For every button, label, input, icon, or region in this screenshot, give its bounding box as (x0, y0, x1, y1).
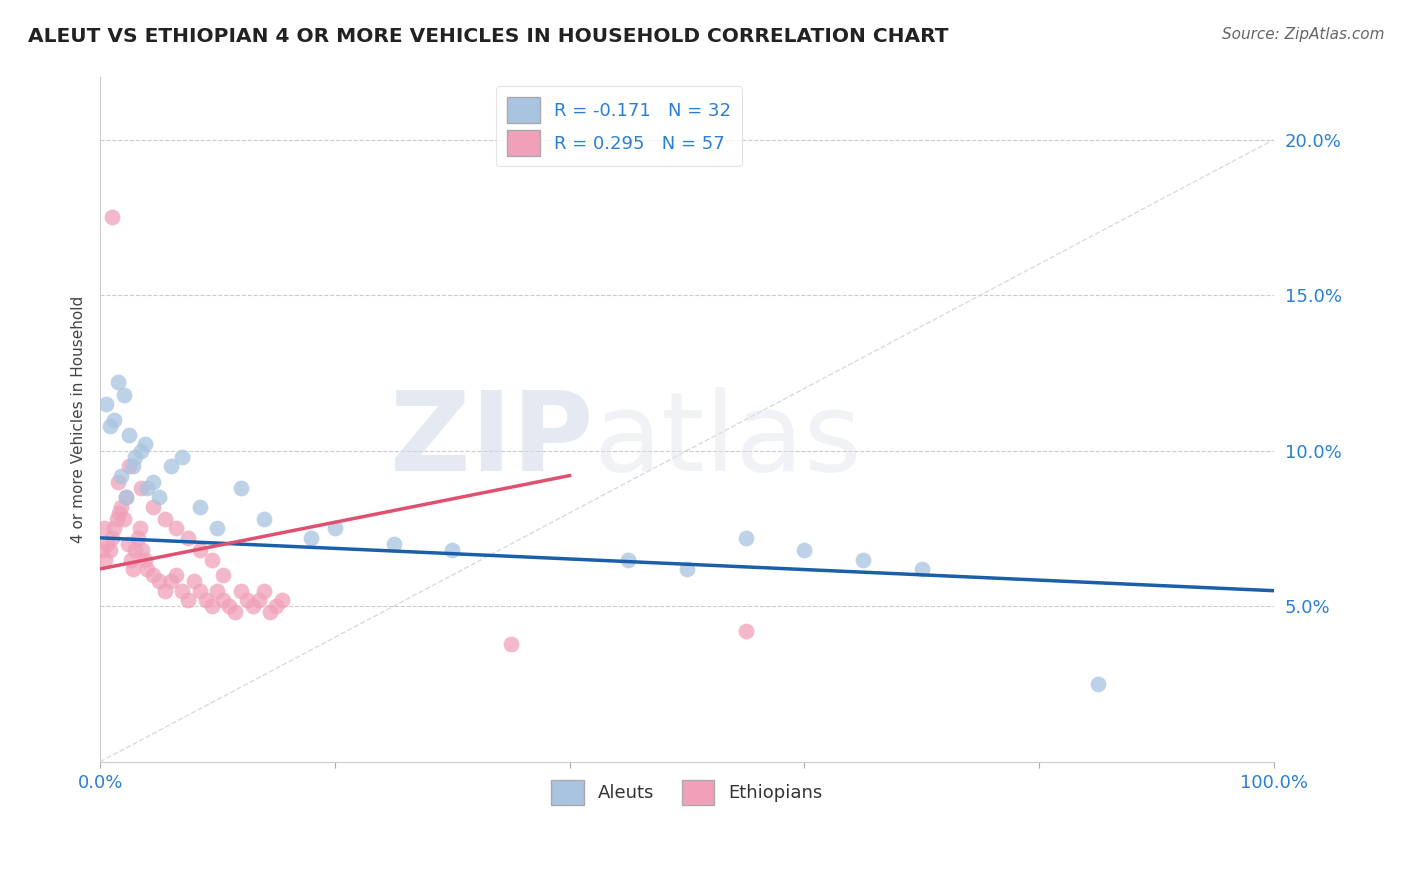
Point (153, 583, 176, 598)
Point (299, 531, 322, 545)
Point (172, 450, 194, 464)
Point (98, 543, 121, 558)
Point (236, 593, 259, 607)
Point (177, 593, 200, 607)
Point (118, 459, 141, 474)
Point (101, 531, 124, 545)
Point (793, 543, 815, 558)
Text: ZIP: ZIP (389, 386, 593, 493)
Text: atlas: atlas (593, 386, 862, 493)
Point (129, 481, 152, 495)
Point (118, 428, 141, 442)
Text: Source: ZipAtlas.com: Source: ZipAtlas.com (1222, 27, 1385, 42)
Point (229, 583, 252, 598)
Point (1087, 677, 1109, 691)
Point (136, 562, 159, 576)
Point (96, 537, 118, 551)
Text: ALEUT VS ETHIOPIAN 4 OR MORE VEHICLES IN HOUSEHOLD CORRELATION CHART: ALEUT VS ETHIOPIAN 4 OR MORE VEHICLES IN… (28, 27, 949, 45)
Point (148, 491, 170, 505)
Point (172, 583, 194, 598)
Point (129, 443, 152, 458)
Point (734, 531, 756, 545)
Point (194, 593, 217, 607)
Point (264, 599, 287, 614)
Point (115, 491, 138, 505)
Point (129, 521, 152, 535)
Point (134, 437, 156, 451)
Point (499, 636, 522, 650)
Point (224, 606, 246, 620)
Point (101, 211, 124, 225)
Point (127, 531, 149, 545)
Point (110, 500, 132, 514)
Point (112, 512, 135, 526)
Point (207, 521, 229, 535)
Point (103, 521, 125, 535)
Point (131, 543, 153, 558)
Point (103, 412, 125, 426)
Point (159, 459, 181, 474)
Point (165, 521, 187, 535)
Point (253, 583, 276, 598)
Point (676, 562, 699, 576)
Point (617, 552, 640, 566)
Point (112, 388, 135, 402)
Point (136, 481, 159, 495)
Point (242, 599, 264, 614)
Point (177, 531, 200, 545)
Point (188, 543, 211, 558)
Y-axis label: 4 or more Vehicles in Household: 4 or more Vehicles in Household (72, 296, 86, 543)
Point (124, 543, 146, 558)
Point (253, 512, 276, 526)
Point (229, 481, 252, 495)
Point (441, 543, 464, 558)
Point (107, 376, 129, 390)
Point (734, 624, 756, 639)
Point (94, 552, 117, 566)
Point (382, 537, 405, 551)
Point (259, 606, 281, 620)
Point (93, 521, 115, 535)
Point (207, 583, 229, 598)
Point (122, 562, 145, 576)
Point (201, 552, 224, 566)
Point (142, 568, 165, 582)
Point (107, 475, 129, 489)
Legend: Aleuts, Ethiopians: Aleuts, Ethiopians (543, 771, 832, 814)
Point (201, 599, 224, 614)
Point (105, 512, 128, 526)
Point (852, 552, 875, 566)
Point (142, 475, 165, 489)
Point (110, 468, 132, 483)
Point (120, 552, 142, 566)
Point (117, 537, 139, 551)
Point (115, 491, 138, 505)
Point (142, 500, 165, 514)
Point (271, 593, 294, 607)
Point (134, 552, 156, 566)
Point (108, 506, 131, 520)
Point (218, 599, 240, 614)
Point (165, 568, 187, 582)
Point (188, 583, 211, 598)
Point (98, 418, 121, 433)
Point (122, 459, 145, 474)
Point (323, 521, 346, 535)
Point (91, 543, 114, 558)
Point (212, 593, 235, 607)
Point (148, 574, 170, 589)
Point (183, 574, 205, 589)
Point (910, 562, 932, 576)
Point (159, 574, 181, 589)
Point (188, 500, 211, 514)
Point (212, 568, 235, 582)
Point (153, 512, 176, 526)
Point (247, 593, 270, 607)
Point (94, 397, 117, 411)
Point (124, 450, 146, 464)
